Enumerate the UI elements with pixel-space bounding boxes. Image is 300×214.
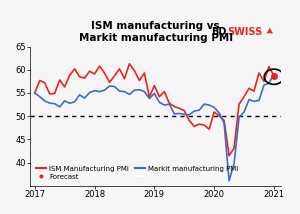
Title: ISM manufacturing vs
Markit manufacturing PMI: ISM manufacturing vs Markit manufacturin… [79,21,233,43]
Text: ▶: ▶ [265,26,274,37]
Text: SWISS: SWISS [227,27,262,37]
Legend: ISM Manufacturing PMI, Forecast, Markit manufacturing PMI, : ISM Manufacturing PMI, Forecast, Markit … [33,163,241,182]
Point [272,74,276,77]
Text: BD: BD [211,27,226,37]
